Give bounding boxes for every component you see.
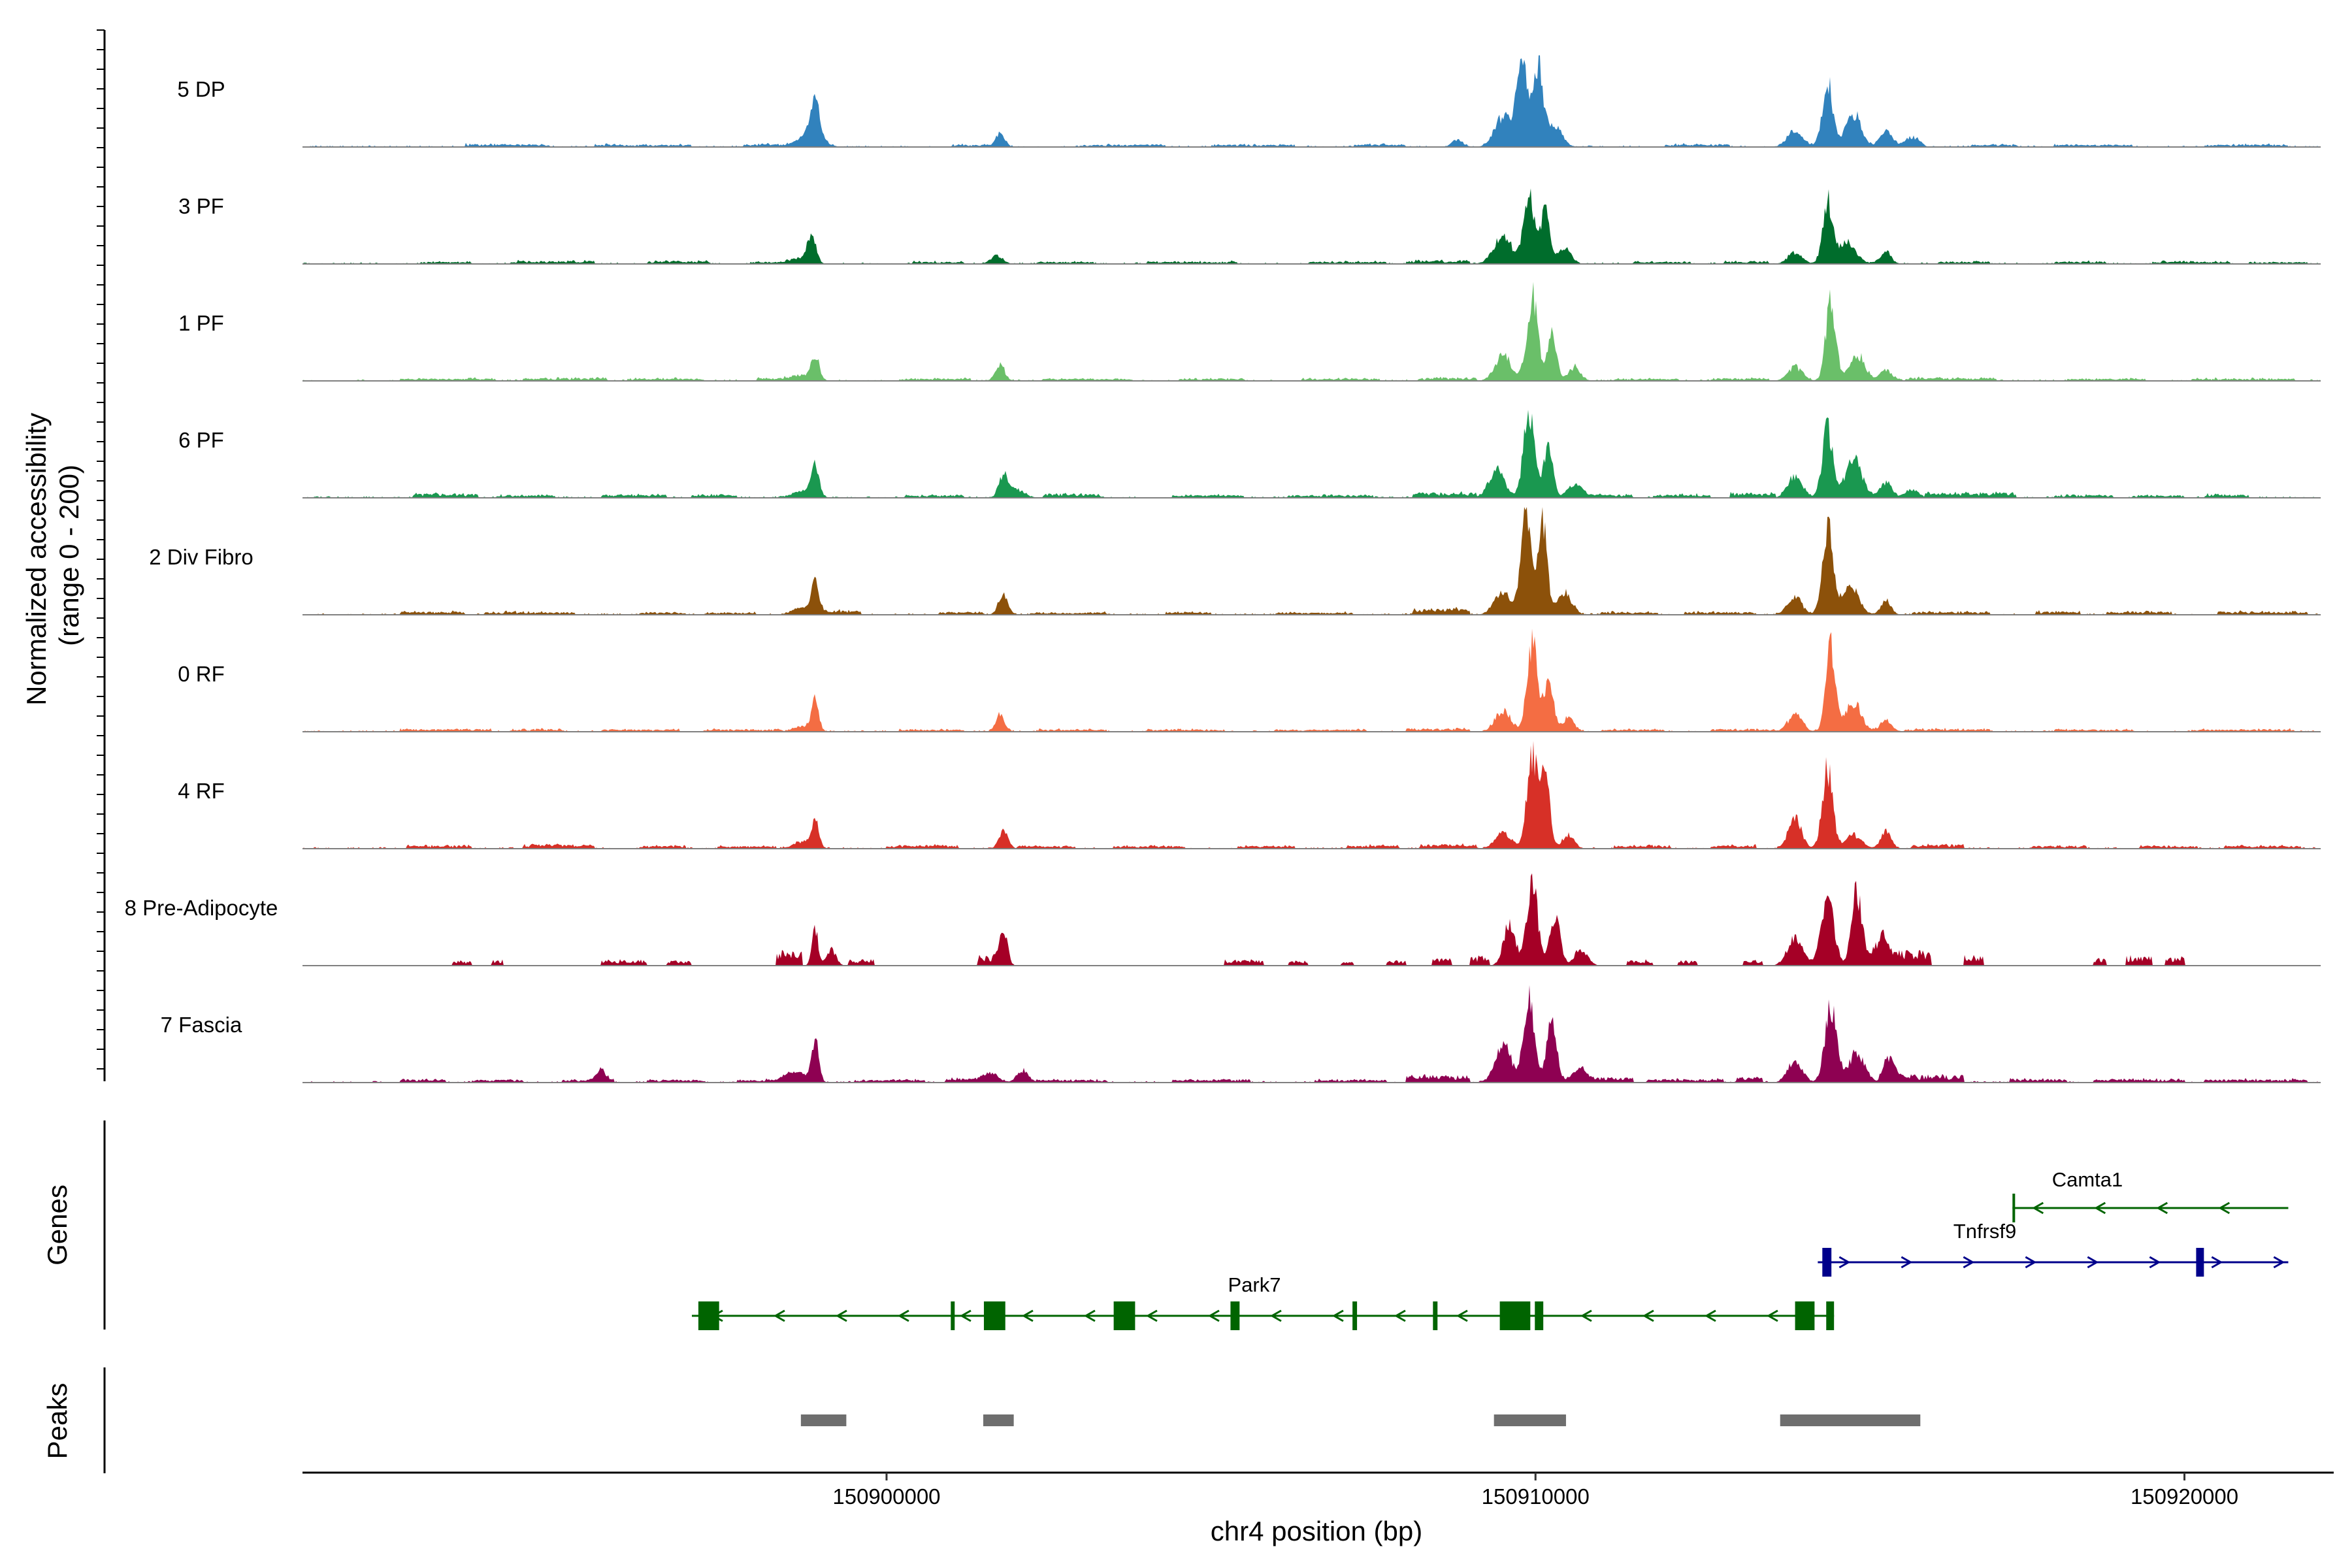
exon <box>1822 1248 1832 1277</box>
x-axis-title: chr4 position (bp) <box>1211 1516 1423 1546</box>
strand-arrow <box>1021 1309 1034 1322</box>
coverage-track <box>302 985 2321 1083</box>
strand-arrow <box>773 1309 785 1322</box>
coverage-area <box>302 873 2321 966</box>
strand-arrow <box>1704 1309 1716 1322</box>
exon <box>1826 1301 1835 1330</box>
peak-region <box>1494 1414 1566 1426</box>
track-label: 3 PF <box>178 194 224 218</box>
coverage-area <box>302 507 2321 615</box>
track-label: 7 Fascia <box>161 1013 242 1037</box>
coverage-track <box>302 741 2321 849</box>
peaks-panel: Peaks <box>42 1367 1921 1473</box>
x-tick-label: 150910000 <box>1482 1484 1590 1509</box>
gene-model: Park7 <box>691 1273 1835 1330</box>
strand-arrow <box>1331 1309 1344 1322</box>
peak-region <box>983 1414 1014 1426</box>
strand-arrow <box>2094 1201 2106 1215</box>
coverage-track <box>302 188 2321 265</box>
track-labels: 5 DP 3 PF 1 PF 6 PF 2 Div Fibro 0 RF 4 RF 8 Pre… <box>125 77 278 1037</box>
peak-regions <box>800 1414 1921 1426</box>
exon <box>951 1301 955 1330</box>
exon <box>1352 1301 1358 1330</box>
exon <box>1230 1301 1240 1330</box>
genes-panel-title: Genes <box>42 1184 73 1266</box>
strand-arrow <box>897 1309 909 1322</box>
track-label: 5 DP <box>177 77 225 101</box>
gene-label: Tnfrsf9 <box>1953 1220 2016 1243</box>
strand-arrow <box>1901 1256 1913 1269</box>
coverage-track <box>302 873 2321 966</box>
coverage-area <box>302 55 2321 147</box>
exon <box>983 1301 1005 1330</box>
exon <box>2196 1248 2204 1277</box>
exon <box>1499 1301 1531 1330</box>
strand-arrow <box>959 1309 972 1322</box>
strand-arrow <box>1394 1309 1406 1322</box>
strand-arrow <box>1766 1309 1778 1322</box>
strand-arrow <box>2025 1256 2037 1269</box>
coverage-area <box>302 282 2321 381</box>
track-label: 6 PF <box>178 428 224 452</box>
track-label: 1 PF <box>178 311 224 335</box>
strand-arrow <box>1838 1256 1851 1269</box>
gene-models: Camta1 Tnfrsf9 Park7 <box>691 1168 2289 1330</box>
exon <box>698 1301 719 1330</box>
strand-arrow <box>2032 1201 2044 1215</box>
coverage-track <box>302 55 2321 148</box>
track-label: 8 Pre-Adipocyte <box>125 896 278 920</box>
coverage-track <box>302 282 2321 382</box>
x-axis: 150900000 150910000 150920000 <box>302 1471 2334 1509</box>
coverage-area <box>302 188 2321 264</box>
x-tick-label: 150900000 <box>832 1484 940 1509</box>
coverage-area <box>302 741 2321 849</box>
exon <box>2012 1194 2016 1222</box>
gene-model: Tnfrsf9 <box>1818 1220 2289 1277</box>
strand-arrow <box>2156 1201 2168 1215</box>
strand-arrow <box>1145 1309 1158 1322</box>
strand-arrow <box>1580 1309 1592 1322</box>
strand-arrow <box>1269 1309 1282 1322</box>
y-axis-title: Normalized accessibility (range 0 - 200) <box>21 405 84 706</box>
strand-arrow <box>2087 1256 2099 1269</box>
coverage-area <box>302 985 2321 1083</box>
gene-label: Park7 <box>1228 1273 1281 1296</box>
strand-arrow <box>2273 1256 2285 1269</box>
exon <box>1433 1301 1438 1330</box>
coverage-tracks <box>302 55 2321 1083</box>
track-label: 0 RF <box>178 662 225 686</box>
y-axis-title-line2: (range 0 - 200) <box>54 465 84 646</box>
y-axis-title-line1: Normalized accessibility <box>21 413 52 706</box>
gene-model: Camta1 <box>2012 1168 2289 1222</box>
track-label: 4 RF <box>178 779 225 803</box>
strand-arrow <box>1207 1309 1220 1322</box>
strand-arrow <box>1083 1309 1096 1322</box>
strand-arrow <box>2218 1201 2230 1215</box>
peaks-panel-title: Peaks <box>42 1383 73 1460</box>
y-axis <box>97 29 106 1081</box>
strand-arrow <box>1642 1309 1654 1322</box>
track-label: 2 Div Fibro <box>149 545 253 569</box>
peak-region <box>800 1414 847 1426</box>
exon <box>1535 1301 1544 1330</box>
genes-panel: Genes Camta1 Tnfrsf9 Park7 <box>42 1120 2289 1330</box>
coverage-track <box>302 629 2321 732</box>
coverage-area <box>302 410 2321 498</box>
strand-arrow <box>1456 1309 1468 1322</box>
coverage-track <box>302 507 2321 615</box>
strand-arrow <box>1963 1256 1975 1269</box>
strand-arrow <box>2211 1256 2223 1269</box>
exon <box>1113 1301 1135 1330</box>
coverage-area <box>302 629 2321 732</box>
strand-arrow <box>835 1309 847 1322</box>
gene-label: Camta1 <box>2052 1168 2123 1191</box>
exon <box>1795 1301 1815 1330</box>
peak-region <box>1780 1414 1921 1426</box>
x-tick-label: 150920000 <box>2131 1484 2238 1509</box>
coverage-track <box>302 410 2321 498</box>
strand-arrow <box>2149 1256 2161 1269</box>
